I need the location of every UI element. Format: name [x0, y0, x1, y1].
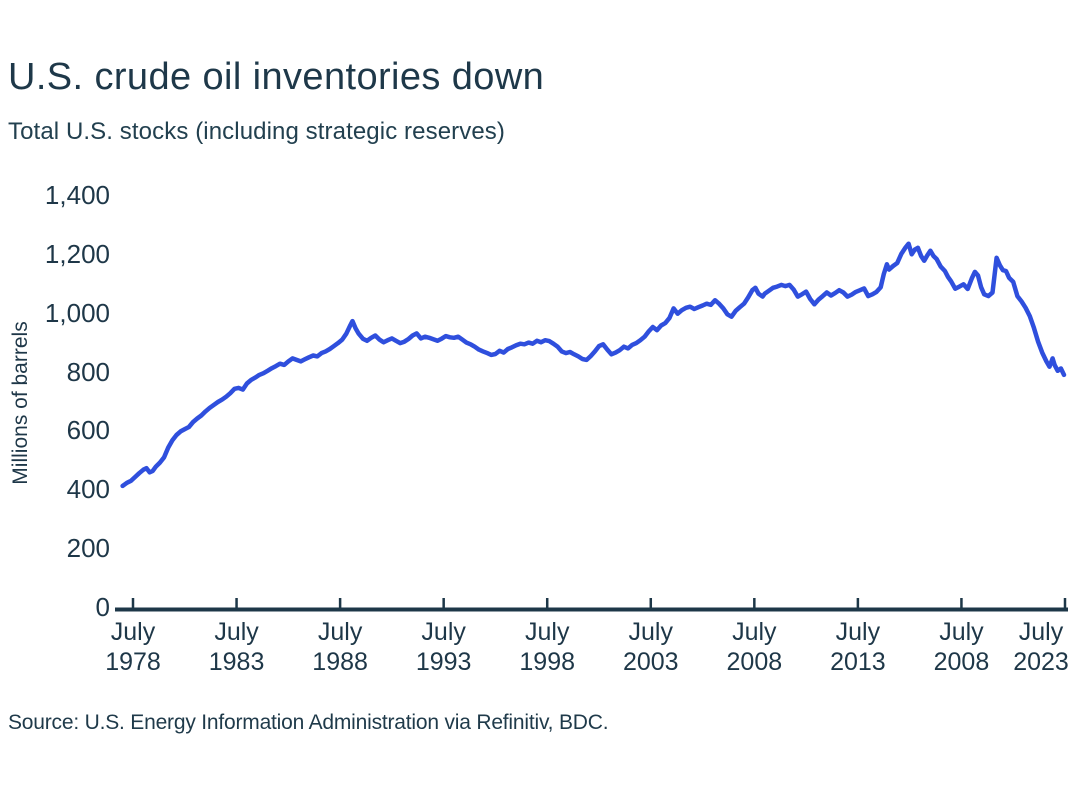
x-tick-year: 1993: [415, 648, 472, 676]
chart-title: U.S. crude oil inventories down: [8, 56, 545, 98]
x-tick-label: July 2013: [788, 617, 928, 677]
x-tick-label: July 2023: [971, 617, 1080, 677]
x-tick-month: July: [939, 618, 984, 646]
y-tick-label: 1,400: [44, 179, 110, 210]
x-tick-year: 2003: [622, 648, 679, 676]
x-tick-year: 2013: [830, 648, 886, 676]
x-tick-month: July: [524, 618, 570, 646]
x-tick-month: July: [1018, 618, 1064, 646]
inventory-line: [120, 241, 1067, 489]
x-tick-month: July: [421, 618, 466, 646]
x-tick-year: 2023: [1013, 648, 1069, 676]
x-tick-label: July 1983: [167, 617, 307, 677]
x-tick-year: 2008: [726, 648, 783, 676]
x-tick-month: July: [835, 618, 881, 646]
x-tick-label: July 2003: [581, 617, 721, 677]
x-tick-year: 1998: [519, 648, 576, 676]
x-tick-label: July 1998: [477, 617, 617, 677]
y-tick-label: 200: [66, 533, 110, 564]
y-tick-label: 1,000: [44, 297, 110, 328]
x-tick-month: July: [317, 618, 363, 646]
source-note: Source: U.S. Energy Information Administ…: [8, 711, 609, 734]
x-tick-label: July 1988: [270, 617, 410, 677]
x-tick-year: 2008: [933, 648, 990, 676]
x-tick-month: July: [628, 618, 673, 646]
x-tick-month: July: [732, 618, 777, 646]
x-tick-label: July 1993: [374, 617, 514, 677]
y-tick-label: 0: [95, 591, 110, 622]
x-tick-label: July 1978: [63, 617, 203, 677]
x-tick-month: July: [214, 618, 259, 646]
x-tick-year: 1978: [105, 648, 161, 676]
x-tick-month: July: [110, 618, 156, 646]
y-tick-label: 600: [66, 415, 110, 446]
chart-subtitle: Total U.S. stocks (including strategic r…: [8, 118, 505, 145]
y-tick-label: 800: [66, 356, 110, 387]
y-tick-label: 400: [66, 474, 110, 505]
y-tick-label: 1,200: [44, 238, 110, 269]
x-tick-year: 1983: [208, 648, 265, 676]
x-tick-year: 1988: [312, 648, 368, 676]
x-tick-label: July 2008: [891, 617, 1031, 677]
x-tick-label: July 2008: [684, 617, 824, 677]
